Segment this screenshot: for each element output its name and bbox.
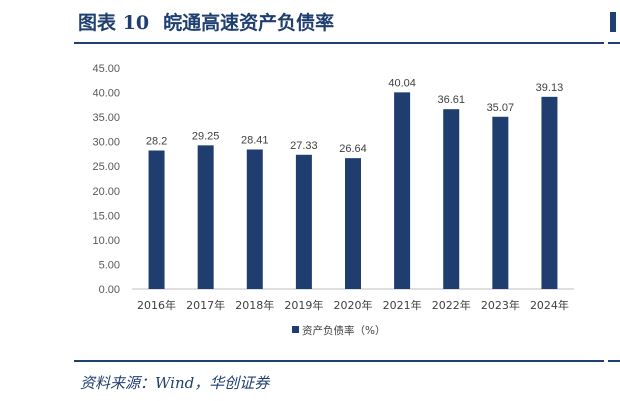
- bar-5: [394, 92, 411, 289]
- y-tick-label: 10.00: [92, 235, 120, 247]
- data-label: 39.13: [536, 82, 564, 94]
- y-tick-label: 30.00: [92, 137, 120, 149]
- source-note: 资料来源：Wind，华创证券: [80, 374, 270, 392]
- legend-swatch: [292, 326, 299, 333]
- figure-title-text: 皖通高速资产负债率: [163, 12, 335, 34]
- bar-8: [541, 96, 558, 289]
- x-tick-label: 2022年: [432, 298, 471, 312]
- x-tick-label: 2017年: [186, 298, 225, 312]
- x-tick-label: 2019年: [284, 298, 323, 312]
- y-tick-label: 15.00: [92, 210, 120, 222]
- y-tick-label: 40.00: [92, 88, 120, 100]
- x-tick-label: 2016年: [137, 298, 176, 312]
- bar-chart: 0.00 5.00 10.00 15.00 20.00 25.00 30.00 35.00 40…: [92, 63, 574, 337]
- data-label: 35.07: [487, 102, 515, 114]
- x-tick-label: 2023年: [481, 298, 520, 312]
- footer-divider: [74, 360, 604, 362]
- x-tick-label: 2018年: [235, 298, 274, 312]
- x-tick-label: 2021年: [383, 298, 422, 312]
- title-divider: [74, 42, 604, 44]
- bar-1: [197, 145, 214, 289]
- data-label: 26.64: [339, 143, 367, 155]
- bar-6: [443, 109, 460, 289]
- data-label: 28.2: [146, 136, 167, 148]
- data-label: 36.61: [437, 94, 465, 106]
- chart-panel: 0.00 5.00 10.00 15.00 20.00 25.00 30.00 35.00 40…: [74, 46, 584, 356]
- bar-7: [492, 116, 509, 289]
- data-label: 28.41: [241, 134, 269, 146]
- bar-0: [148, 150, 165, 289]
- y-tick-label: 5.00: [99, 259, 120, 271]
- x-tick-label: 2020年: [334, 298, 373, 312]
- data-label: 40.04: [388, 77, 416, 89]
- bar-3: [295, 154, 312, 289]
- y-tick-label: 35.00: [92, 112, 120, 124]
- x-tick-label: 2024年: [530, 298, 569, 312]
- bar-2: [246, 149, 263, 289]
- data-label: 27.33: [290, 140, 318, 152]
- legend-label: 资产负债率（%）: [302, 324, 385, 337]
- adjacent-figure-divider: [608, 42, 620, 44]
- data-label: 29.25: [192, 130, 220, 142]
- y-tick-label: 20.00: [92, 186, 120, 198]
- y-tick-label: 45.00: [92, 63, 120, 75]
- adjacent-footer-divider: [608, 360, 620, 362]
- bar-4: [345, 158, 361, 289]
- y-tick-label: 0.00: [99, 284, 120, 296]
- figure-title: 图表 10 皖通高速资产负债率: [78, 8, 334, 35]
- y-tick-label: 25.00: [92, 161, 120, 173]
- adjacent-figure-marker: [610, 12, 616, 32]
- figure-number: 图表 10: [78, 12, 150, 34]
